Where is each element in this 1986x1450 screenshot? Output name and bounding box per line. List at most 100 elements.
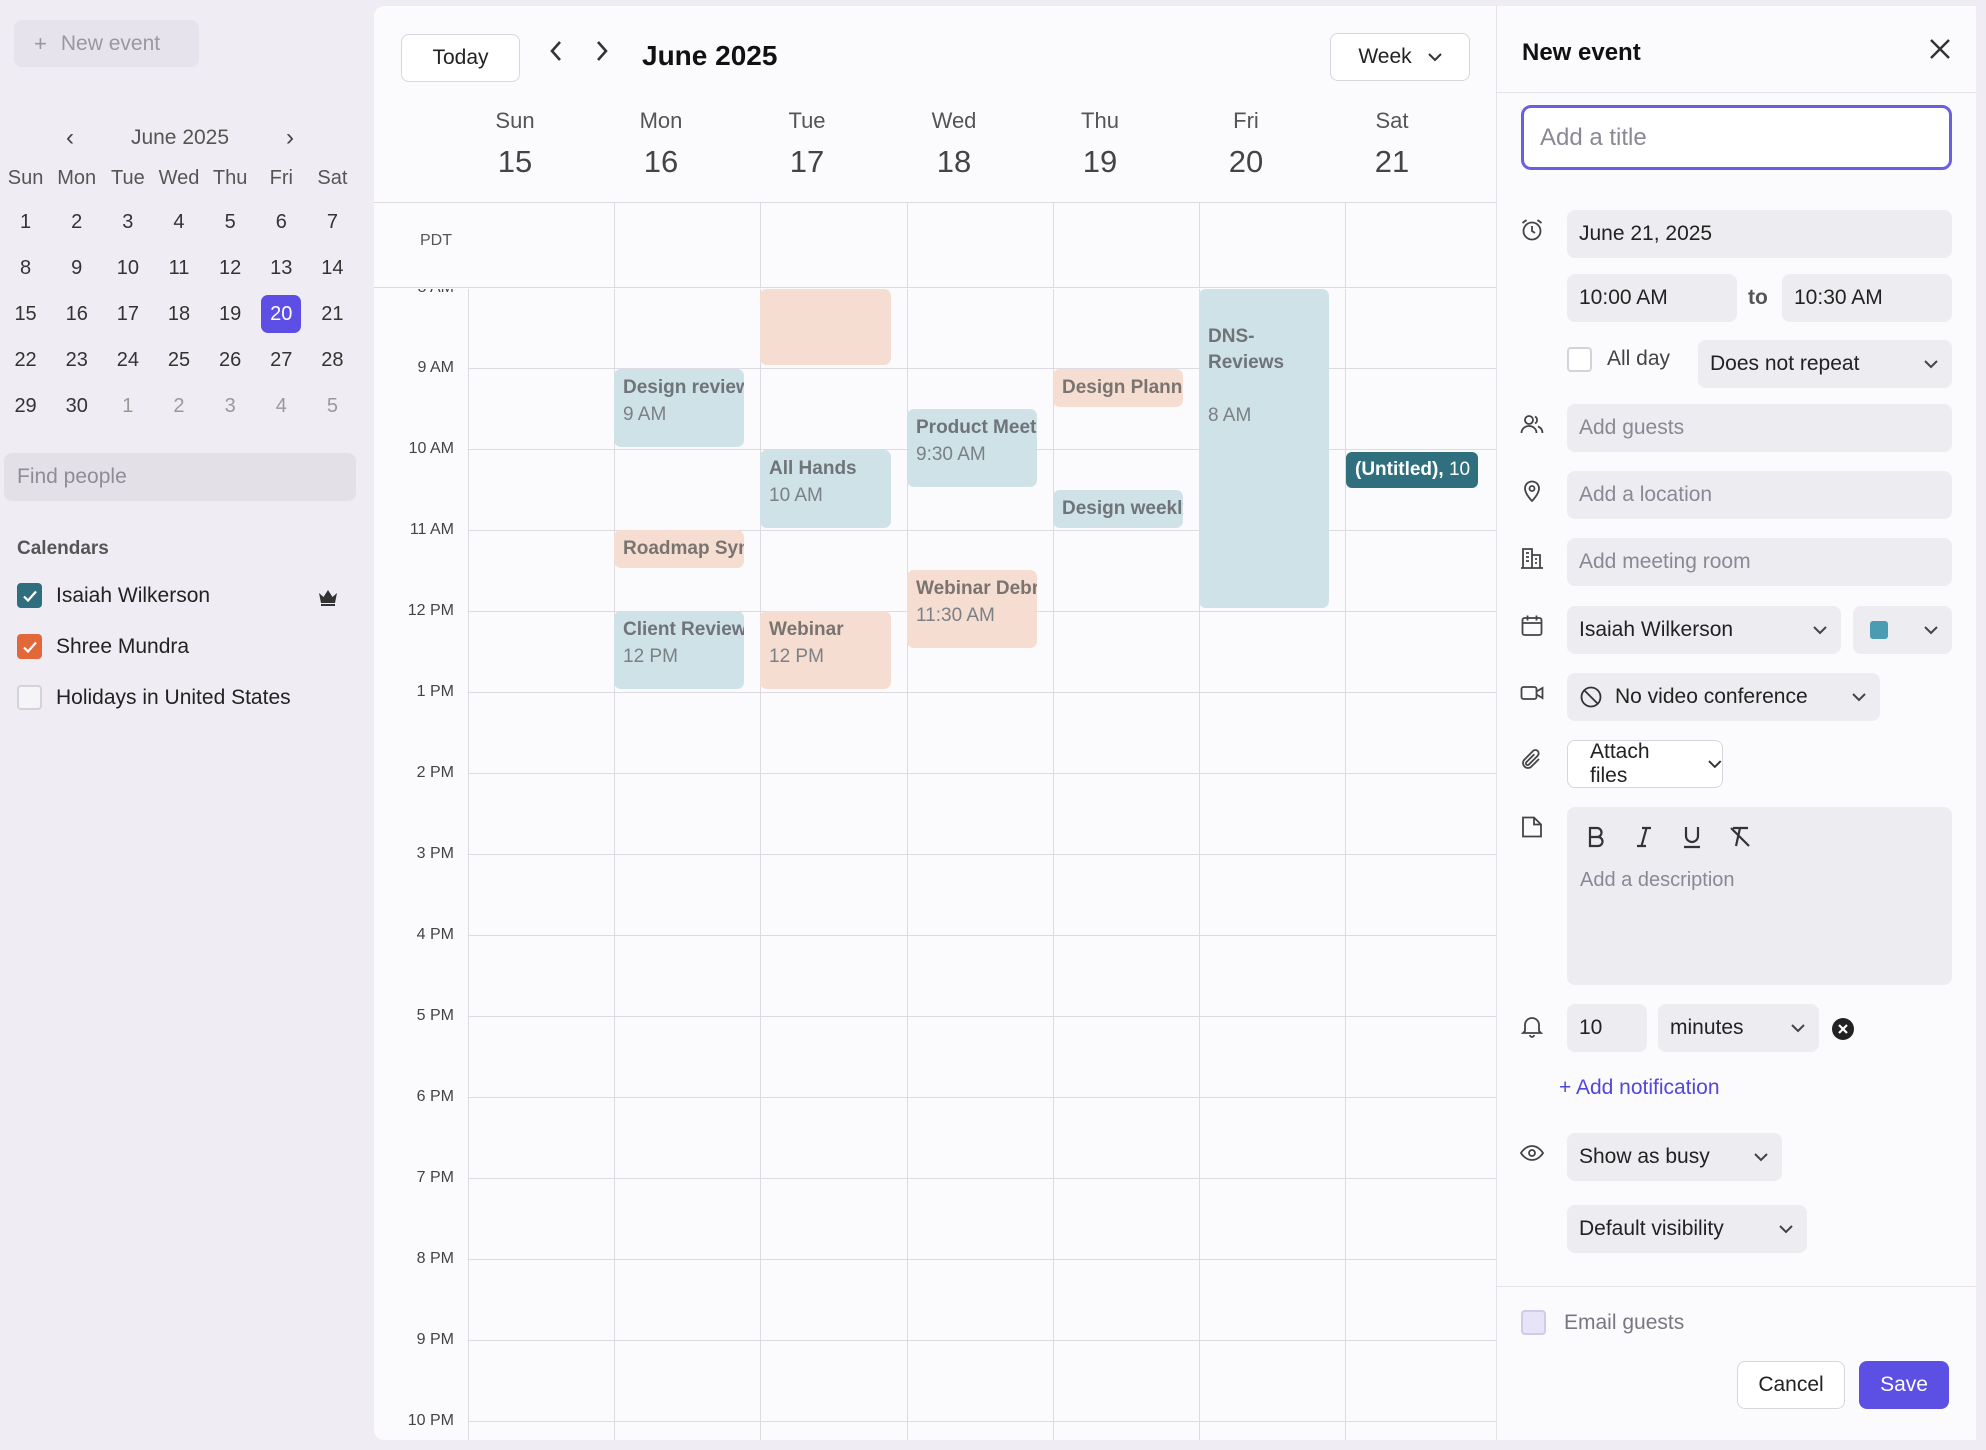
mini-day[interactable]: 26 (219, 348, 242, 371)
day-header-fri[interactable]: Fri 20 (1173, 108, 1319, 180)
prev-week-icon[interactable] (546, 38, 566, 71)
day-header-wed[interactable]: Wed 18 (881, 108, 1027, 180)
start-time-field[interactable]: 10:00 AM (1567, 274, 1737, 322)
email-guests-checkbox[interactable] (1521, 1310, 1546, 1335)
mini-day[interactable]: 15 (14, 302, 37, 325)
mini-day[interactable]: 30 (65, 394, 88, 417)
day-header-thu[interactable]: Thu 19 (1027, 108, 1173, 180)
event-all-hands[interactable]: All Hands 10 AM (760, 450, 891, 528)
day-header-mon[interactable]: Mon 16 (588, 108, 734, 180)
event-design-weekly[interactable]: Design weekly (1053, 490, 1183, 528)
mini-day[interactable]: 16 (65, 302, 88, 325)
add-notification-link[interactable]: + Add notification (1559, 1076, 1720, 1099)
date-field[interactable]: June 21, 2025 (1567, 210, 1952, 258)
video-conference-select[interactable]: No video conference (1567, 673, 1880, 721)
checkbox-unchecked[interactable] (17, 685, 42, 710)
remove-notification-icon[interactable] (1831, 1017, 1855, 1041)
mini-day[interactable]: 10 (116, 256, 139, 279)
mini-day[interactable]: 14 (321, 256, 344, 279)
mini-day[interactable]: 23 (65, 348, 88, 371)
mini-day[interactable]: 11 (168, 256, 190, 279)
calendar-select[interactable]: Isaiah Wilkerson (1567, 606, 1841, 654)
hour-line (468, 692, 1496, 693)
day-header-sat[interactable]: Sat 21 (1319, 108, 1465, 180)
mini-day-next-month[interactable]: 5 (326, 394, 338, 417)
next-week-icon[interactable] (592, 38, 612, 71)
mini-day-next-month[interactable]: 3 (224, 394, 236, 417)
mini-day[interactable]: 2 (71, 210, 83, 233)
mini-day[interactable]: 1 (20, 210, 32, 233)
mini-day[interactable]: 21 (321, 302, 344, 325)
mini-day-next-month[interactable]: 1 (122, 394, 134, 417)
clear-format-icon[interactable] (1727, 824, 1753, 850)
all-day-checkbox[interactable] (1567, 347, 1592, 372)
event-untitled-early[interactable] (760, 289, 891, 365)
mini-next-month-icon[interactable]: › (286, 124, 294, 151)
mini-prev-month-icon[interactable]: ‹ (66, 124, 74, 151)
event-title: All Hands (769, 458, 857, 479)
calendar-item-shree[interactable]: Shree Mundra (17, 634, 189, 659)
draft-event[interactable]: (Untitled), 10 (1346, 452, 1478, 488)
guests-input[interactable]: Add guests (1567, 404, 1952, 452)
description-editor[interactable]: Add a description (1567, 807, 1952, 985)
mini-day[interactable]: 8 (20, 256, 32, 279)
checkbox-checked[interactable] (17, 583, 42, 608)
save-button[interactable]: Save (1859, 1361, 1949, 1409)
bold-icon[interactable] (1583, 824, 1609, 850)
calendar-item-holidays[interactable]: Holidays in United States (17, 685, 291, 710)
underline-icon[interactable] (1679, 824, 1705, 850)
event-design-planning[interactable]: Design Planning (1053, 369, 1183, 407)
mini-day[interactable]: 29 (14, 394, 37, 417)
color-select[interactable] (1853, 606, 1952, 654)
view-selector[interactable]: Week (1330, 33, 1470, 81)
today-button[interactable]: Today (401, 34, 520, 82)
repeat-select[interactable]: Does not repeat (1698, 340, 1952, 388)
time-grid[interactable]: 8 AM 9 AM 10 AM 11 AM 12 PM 1 PM 2 PM 3 … (374, 289, 1496, 1440)
day-header-tue[interactable]: Tue 17 (734, 108, 880, 180)
mini-day[interactable]: 27 (270, 348, 293, 371)
checkbox-checked[interactable] (17, 634, 42, 659)
mini-day-next-month[interactable]: 4 (275, 394, 287, 417)
event-webinar-debrief[interactable]: Webinar Debrief 11:30 AM (907, 570, 1037, 648)
event-title-input[interactable] (1521, 105, 1952, 170)
notification-unit-select[interactable]: minutes (1658, 1004, 1819, 1052)
mini-day[interactable]: 19 (219, 302, 242, 325)
calendar-item-isaiah[interactable]: Isaiah Wilkerson (17, 583, 210, 608)
meeting-room-input[interactable]: Add meeting room (1567, 538, 1952, 586)
find-people-input[interactable] (4, 453, 356, 501)
mini-day[interactable]: 22 (14, 348, 37, 371)
mini-day-selected[interactable]: 20 (256, 291, 307, 337)
mini-day[interactable]: 6 (275, 210, 287, 233)
busy-select[interactable]: Show as busy (1567, 1133, 1782, 1181)
mini-day-next-month[interactable]: 2 (173, 394, 185, 417)
all-day-row[interactable] (374, 202, 1496, 288)
day-header-sun[interactable]: Sun 15 (442, 108, 588, 180)
mini-day[interactable]: 17 (116, 302, 139, 325)
notification-amount-input[interactable]: 10 (1567, 1004, 1647, 1052)
mini-day[interactable]: 12 (219, 256, 242, 279)
mini-day[interactable]: 9 (71, 256, 83, 279)
mini-day[interactable]: 18 (167, 302, 191, 325)
mini-day[interactable]: 7 (326, 210, 338, 233)
event-webinar[interactable]: Webinar 12 PM (760, 611, 891, 689)
location-input[interactable]: Add a location (1567, 471, 1952, 519)
event-product-meeting[interactable]: Product Meeting 9:30 AM (907, 409, 1037, 487)
attach-files-button[interactable]: Attach files (1567, 740, 1723, 788)
italic-icon[interactable] (1631, 824, 1657, 850)
cancel-button[interactable]: Cancel (1737, 1361, 1845, 1409)
mini-day[interactable]: 24 (116, 348, 139, 371)
mini-day[interactable]: 5 (224, 210, 236, 233)
mini-day[interactable]: 13 (270, 256, 293, 279)
event-dns-reviews[interactable]: DNS- Reviews 8 AM (1199, 289, 1329, 608)
event-design-review[interactable]: Design review 9 AM (614, 369, 744, 447)
visibility-select[interactable]: Default visibility (1567, 1205, 1807, 1253)
mini-day[interactable]: 25 (167, 348, 191, 371)
mini-day[interactable]: 4 (173, 210, 185, 233)
event-client-review[interactable]: Client Review 12 PM (614, 611, 744, 689)
end-time-field[interactable]: 10:30 AM (1782, 274, 1952, 322)
mini-day[interactable]: 3 (122, 210, 134, 233)
new-event-button[interactable]: + New event (14, 20, 199, 67)
mini-day[interactable]: 28 (321, 348, 344, 371)
close-icon[interactable] (1927, 36, 1953, 62)
event-roadmap-sync[interactable]: Roadmap Sync (614, 530, 744, 568)
